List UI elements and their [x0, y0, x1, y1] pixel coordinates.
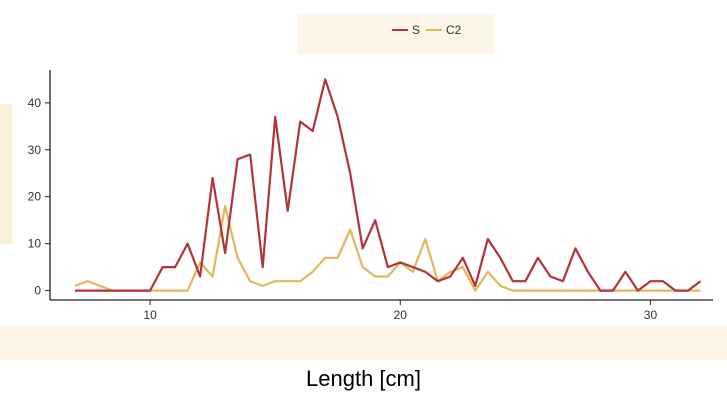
- series-line-s: [75, 78, 702, 292]
- y-tick-label: 30: [28, 143, 42, 157]
- x-tick-label: 20: [394, 308, 408, 322]
- legend-label-s: S: [412, 23, 421, 37]
- x-axis-title: Length [cm]: [306, 366, 421, 391]
- x-tick-label: 30: [644, 308, 658, 322]
- legend: S C2: [392, 23, 467, 37]
- legend-swatch-c2: [426, 29, 443, 31]
- y-axis-label-area: [0, 104, 12, 244]
- y-tick-label: 0: [34, 284, 41, 298]
- series-line-c2: [74, 205, 701, 292]
- x-axis-label-background: [0, 326, 727, 360]
- legend-background: [297, 14, 494, 54]
- legend-label-c2: C2: [446, 23, 462, 37]
- x-tick-label: 10: [143, 308, 157, 322]
- y-tick-label: 20: [28, 190, 42, 204]
- legend-swatch-s: [392, 29, 408, 31]
- y-tick-label: 40: [28, 96, 42, 110]
- y-tick-label: 10: [28, 237, 42, 251]
